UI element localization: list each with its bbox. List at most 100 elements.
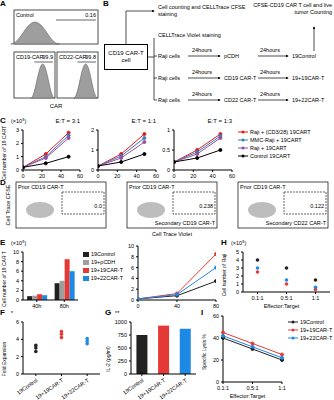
svg-text:60: 60 (229, 173, 235, 179)
svg-text:250: 250 (118, 358, 127, 364)
html-text:19+19CAR-T: 19+19CAR-T (292, 74, 325, 81)
svg-text:0: 0 (172, 173, 175, 179)
svg-text:10: 10 (128, 243, 134, 249)
svg-text:0.122: 0.122 (310, 203, 324, 209)
svg-text:Cell Trace Violet: Cell Trace Violet (152, 231, 192, 237)
html-text:19+22CAR-T: 19+22CAR-T (292, 96, 325, 103)
svg-text:1: 1 (236, 281, 239, 287)
svg-text:0.1:1: 0.1:1 (251, 295, 263, 301)
svg-text:0.16: 0.16 (85, 12, 96, 18)
svg-text:2: 2 (16, 287, 19, 293)
html-text:Raji cells: Raji cells (158, 96, 180, 103)
html-text:pCDH: pCDH (224, 52, 239, 59)
svg-text:CD22-CAR: CD22-CAR (59, 54, 87, 60)
svg-text:2: 2 (91, 127, 94, 133)
svg-text:40: 40 (213, 335, 219, 341)
svg-text:0: 0 (236, 289, 239, 295)
svg-text:19Control: 19Control (121, 377, 145, 396)
html-text:CELLTrace Violet staining: CELLTrace Violet staining (158, 32, 221, 38)
svg-text:40: 40 (210, 173, 216, 179)
svg-text:Prior CD19 CAR-T: Prior CD19 CAR-T (240, 184, 286, 190)
svg-text:20: 20 (39, 173, 45, 179)
svg-text:40: 40 (58, 173, 64, 179)
svg-text:2: 2 (236, 273, 239, 279)
html-text:CD22 CAR-T: CD22 CAR-T (224, 96, 257, 103)
svg-text:20: 20 (213, 357, 219, 363)
svg-text:500: 500 (118, 345, 127, 351)
svg-text:0: 0 (91, 167, 94, 173)
svg-text:0: 0 (16, 371, 19, 377)
svg-text:80h: 80h (60, 303, 69, 309)
svg-text:6: 6 (16, 268, 19, 274)
svg-text:Prior CD19 CAR-T: Prior CD19 CAR-T (18, 184, 64, 190)
svg-text:60: 60 (213, 313, 219, 319)
svg-text:6: 6 (16, 319, 19, 325)
svg-text:1000: 1000 (115, 319, 127, 325)
svg-text:3: 3 (16, 127, 19, 133)
svg-text:0.0: 0.0 (94, 203, 102, 209)
svg-text:4: 4 (131, 275, 134, 281)
svg-text:0.5: 0.5 (162, 147, 170, 153)
svg-text:8: 8 (16, 259, 19, 265)
svg-text:60: 60 (153, 173, 159, 179)
svg-text:0: 0 (131, 297, 134, 303)
svg-text:0.5:1: 0.5:1 (280, 295, 292, 301)
svg-text:0.5:1: 0.5:1 (246, 385, 258, 391)
svg-text:0: 0 (167, 167, 170, 173)
svg-text:40h: 40h (32, 303, 41, 309)
svg-text:0.1:1: 0.1:1 (217, 385, 229, 391)
svg-text:80: 80 (213, 303, 219, 309)
svg-text:0.238: 0.238 (199, 203, 213, 209)
svg-text:0: 0 (216, 379, 219, 385)
svg-text:40: 40 (134, 173, 140, 179)
html-text:G: G (105, 308, 112, 317)
svg-text:Prior CD19 CAR-T: Prior CD19 CAR-T (129, 184, 175, 190)
svg-text:40: 40 (174, 303, 180, 309)
svg-text:750: 750 (118, 332, 127, 338)
svg-text:2: 2 (16, 140, 19, 146)
svg-text:0: 0 (16, 297, 19, 303)
svg-text:0: 0 (21, 173, 24, 179)
svg-text:3: 3 (236, 265, 239, 271)
html-text:CFSE-CD19 CAR T cell and live: CFSE-CD19 CAR T cell and live tumor Coun… (253, 2, 332, 15)
svg-text:0: 0 (124, 371, 127, 377)
svg-text:19+22CAR-T: 19+22CAR-T (158, 377, 188, 400)
svg-text:60: 60 (77, 173, 83, 179)
html-text:Cell counting and CELLTrace CF: Cell counting and CELLTrace CFSE stainin… (158, 4, 246, 17)
svg-text:Secondary CD19 CAR-T: Secondary CD19 CAR-T (155, 220, 216, 226)
svg-text:CAR: CAR (50, 103, 63, 109)
html-text:Raji cells: Raji cells (158, 74, 180, 81)
svg-text:1:1: 1:1 (312, 295, 320, 301)
html-text:24hours: 24hours (192, 47, 212, 53)
svg-text:2: 2 (131, 286, 134, 292)
svg-text:19+22CAR-T: 19+22CAR-T (60, 377, 90, 400)
svg-text:0: 0 (136, 303, 139, 309)
svg-text:4: 4 (16, 336, 19, 342)
html-text:Raji cells: Raji cells (158, 52, 180, 59)
svg-text:CD19-CAR: CD19-CAR (16, 54, 44, 60)
svg-text:1:1: 1:1 (278, 385, 286, 391)
svg-text:6: 6 (131, 265, 134, 271)
html-text:CD19 CAR-T cell: CD19 CAR-T cell (108, 50, 144, 63)
svg-text:19Control: 19Control (16, 377, 39, 396)
svg-text:Control: Control (16, 12, 34, 18)
svg-text:10: 10 (13, 249, 19, 255)
svg-text:4: 4 (16, 278, 19, 284)
svg-text:99.9: 99.9 (42, 54, 53, 60)
svg-text:20: 20 (114, 173, 120, 179)
svg-text:1: 1 (16, 154, 19, 160)
svg-text:20: 20 (190, 173, 196, 179)
svg-text:2: 2 (16, 354, 19, 360)
svg-text:99.8: 99.8 (85, 54, 96, 60)
html-text:CD19 CAR-T: CD19 CAR-T (224, 74, 257, 81)
svg-text:5: 5 (236, 249, 239, 255)
svg-text:1: 1 (167, 127, 170, 133)
svg-text:4: 4 (236, 257, 239, 263)
svg-text:0: 0 (16, 167, 19, 173)
html-text:19Control: 19Control (292, 52, 316, 59)
svg-text:Secondary CD22 CAR-T: Secondary CD22 CAR-T (266, 220, 326, 226)
svg-text:Cell Trace CFSE: Cell Trace CFSE (8, 184, 11, 225)
svg-text:1: 1 (91, 147, 94, 153)
svg-text:8: 8 (131, 254, 134, 260)
svg-text:0: 0 (96, 173, 99, 179)
